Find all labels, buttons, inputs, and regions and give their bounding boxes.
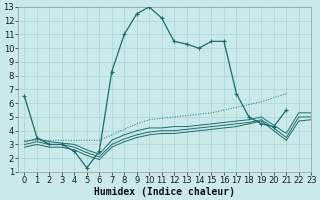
X-axis label: Humidex (Indice chaleur): Humidex (Indice chaleur) [94,186,235,197]
